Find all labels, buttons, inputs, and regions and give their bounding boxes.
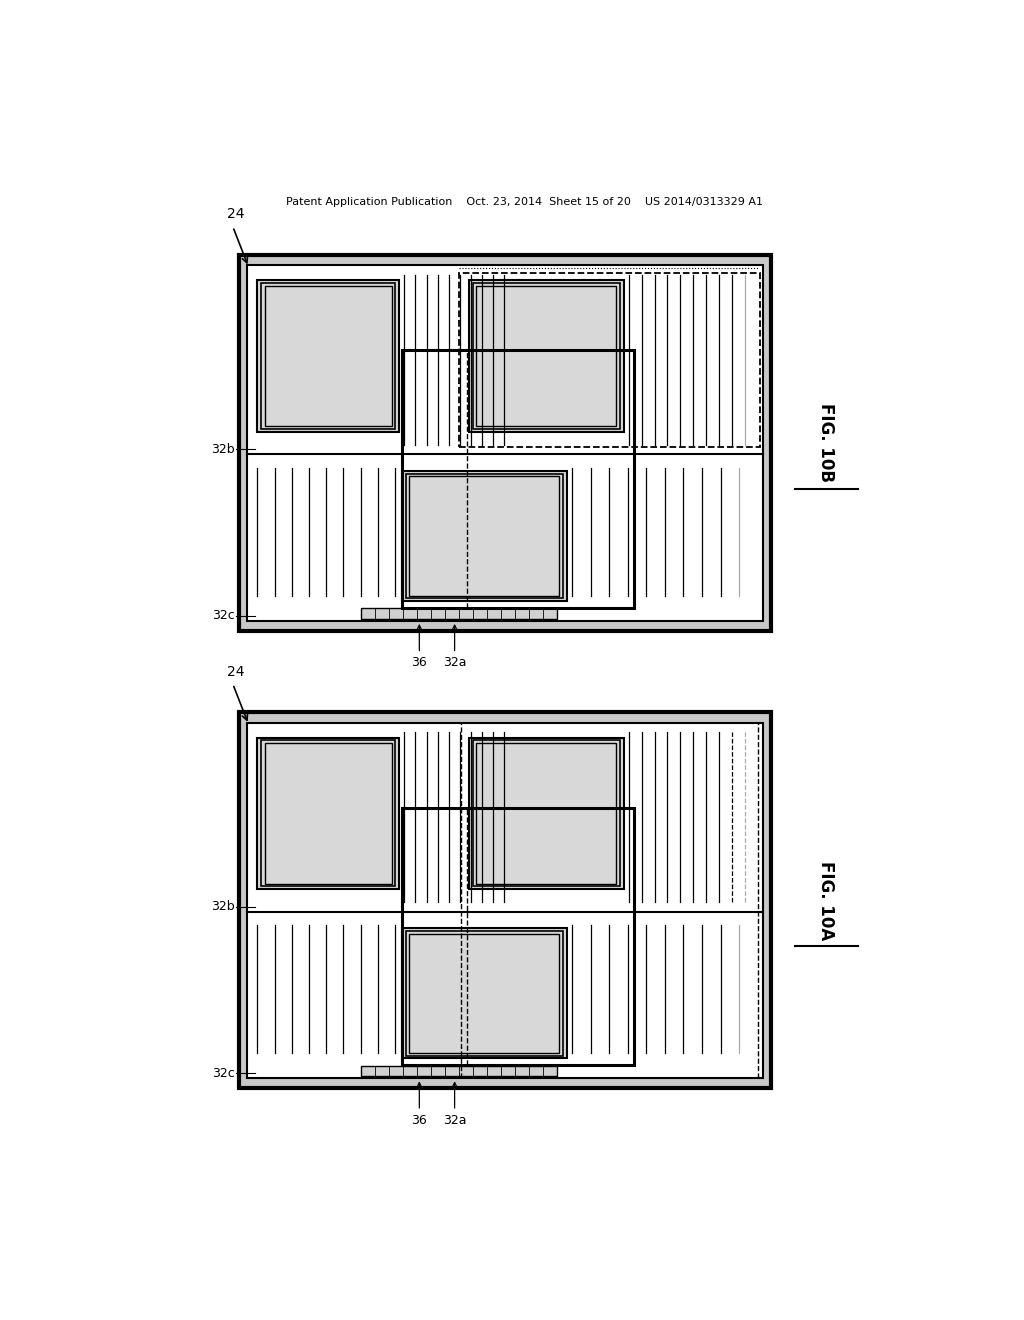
Text: 32c: 32c (212, 610, 236, 622)
Bar (257, 738, 399, 888)
Bar (469, 738, 624, 888)
Text: FIG. 10B: FIG. 10B (817, 404, 836, 483)
Text: 32b: 32b (212, 442, 236, 455)
Bar (265, 285, 392, 426)
Bar (410, 477, 559, 595)
Text: Patent Application Publication    Oct. 23, 2014  Sheet 15 of 20    US 2014/03133: Patent Application Publication Oct. 23, … (287, 197, 763, 207)
Bar (261, 282, 395, 429)
Text: FIG. 10A: FIG. 10A (817, 861, 836, 940)
Text: 24: 24 (227, 207, 245, 222)
Bar (247, 722, 763, 1078)
Bar (257, 280, 399, 432)
Bar (401, 808, 634, 1065)
Bar (401, 928, 567, 1059)
Bar (401, 350, 634, 607)
Bar (469, 280, 624, 432)
Bar (476, 285, 616, 426)
Bar (247, 265, 763, 620)
Bar (401, 471, 567, 601)
Bar (472, 741, 620, 886)
Bar (261, 741, 395, 886)
Bar (406, 474, 563, 598)
Bar (476, 743, 616, 883)
Text: 36: 36 (412, 656, 427, 669)
Bar (360, 609, 557, 619)
Text: 32a: 32a (442, 1114, 466, 1127)
Text: 32b: 32b (212, 900, 236, 913)
Bar (240, 713, 771, 1089)
Text: 24: 24 (227, 665, 245, 678)
Text: 36: 36 (412, 1114, 427, 1127)
Bar (360, 1065, 557, 1076)
Bar (406, 931, 563, 1056)
Bar (459, 273, 760, 446)
Bar (240, 255, 771, 631)
Text: 32a: 32a (442, 656, 466, 669)
Text: 32c: 32c (212, 1067, 236, 1080)
Bar (472, 282, 620, 429)
Bar (265, 743, 392, 883)
Bar (410, 933, 559, 1053)
